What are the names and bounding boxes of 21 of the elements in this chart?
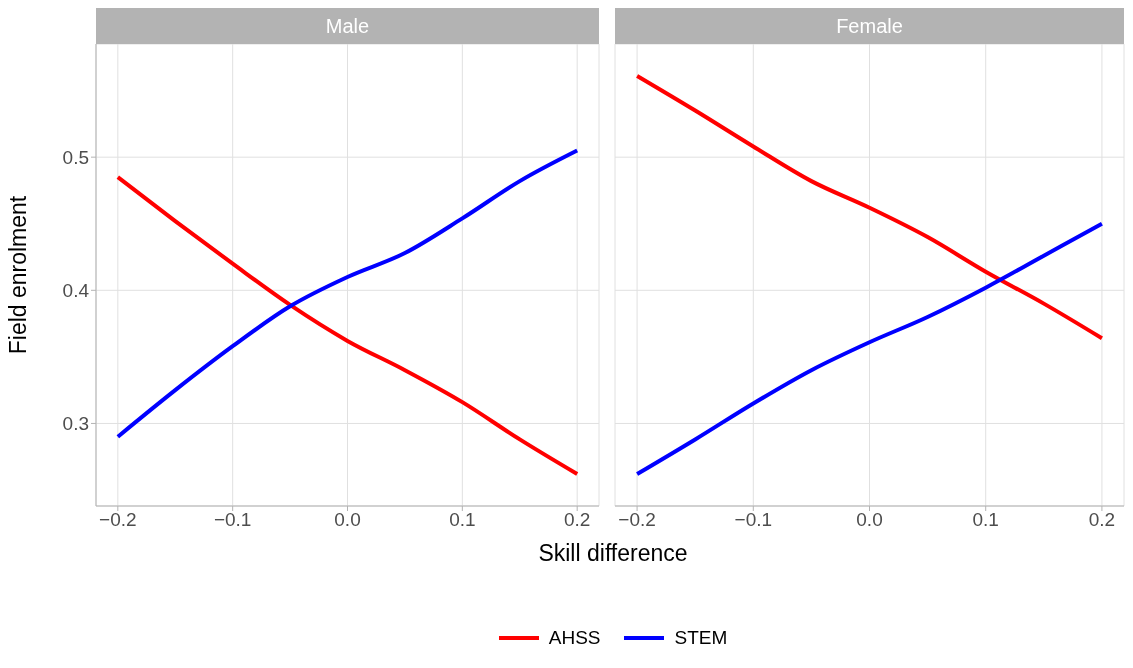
y-tick-label: 0.5 — [62, 146, 89, 168]
legend-label: STEM — [674, 627, 728, 649]
x-tick-label: 0.1 — [449, 509, 476, 531]
x-tick-label: 0.2 — [1088, 509, 1116, 531]
x-tick-label: 0.0 — [856, 509, 883, 531]
y-axis-title: Field enrolment — [5, 195, 32, 355]
x-tick-label: 0.0 — [334, 509, 361, 531]
x-tick-label: 0.1 — [972, 509, 999, 531]
y-tick-label: 0.4 — [62, 280, 90, 302]
line-series — [115, 148, 580, 439]
legend-label: AHSS — [548, 627, 601, 649]
x-tick-label: 0.2 — [563, 509, 591, 531]
chart-title: Female — [615, 8, 1124, 44]
x-tick-label: −0.1 — [734, 509, 773, 531]
y-tick-label: 0.3 — [62, 413, 89, 435]
x-tick-label: −0.2 — [618, 509, 656, 531]
x-tick-label: −0.1 — [213, 509, 252, 531]
chart-title: Male — [96, 8, 599, 44]
x-tick-label: −0.2 — [99, 509, 137, 531]
line-series — [115, 175, 580, 477]
x-axis-title: Skill difference — [537, 540, 689, 567]
